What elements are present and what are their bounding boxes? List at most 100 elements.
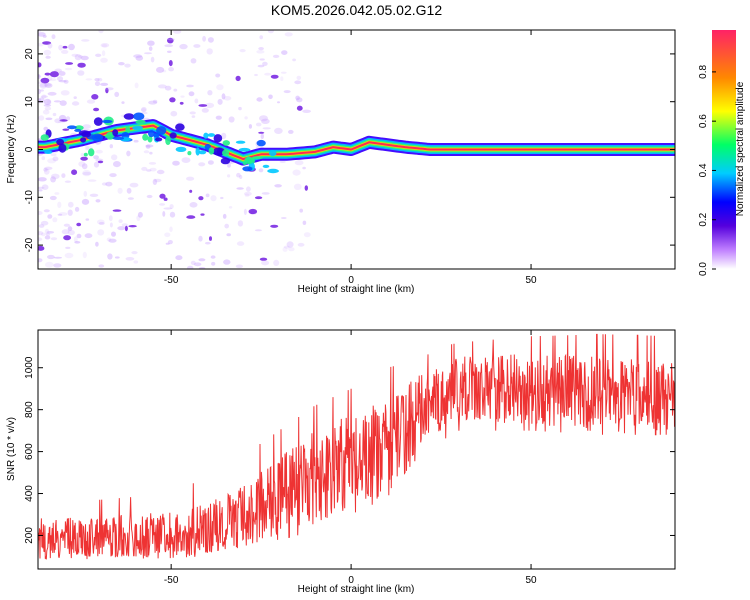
noise-blob [198,162,206,167]
noise-blob [268,94,273,100]
noise-blob [297,242,305,247]
ridge-blob [195,147,200,156]
noise-blob [43,104,52,107]
noise-blob [189,202,198,208]
x-tick-label: 50 [525,275,537,286]
noise-blob [112,209,122,212]
noise-blob [170,110,178,117]
noise-blob [42,35,47,38]
noise-blob [189,189,193,193]
y-tick-label: 0 [24,146,35,152]
noise-blob [280,217,287,219]
x-tick-label: 0 [348,575,354,586]
noise-blob [236,187,244,190]
noise-blob [141,166,148,171]
noise-blob [235,264,243,269]
noise-blob [98,264,105,268]
noise-blob [236,241,245,246]
noise-blob [198,258,206,262]
noise-blob [67,226,73,232]
noise-blob [175,255,183,261]
noise-blob [272,54,280,59]
ridge-blob [213,134,223,143]
noise-blob [52,156,59,162]
noise-blob [43,168,48,172]
ridge-blob [154,137,163,142]
y-tick-label: 20 [24,48,35,60]
noise-blob [256,97,263,102]
noise-blob [67,209,73,216]
noise-blob [42,41,52,45]
noise-blob [44,166,53,170]
noise-blob [59,119,68,122]
noise-blob [198,235,203,242]
noise-blob [42,109,50,115]
noise-blob [95,53,102,57]
x-tick-label: 50 [525,575,537,586]
noise-blob [94,78,100,82]
noise-blob [60,90,70,96]
ridge-blob [153,132,160,138]
noise-blob [58,71,66,76]
noise-blob [261,192,270,195]
ridge-blob [165,136,171,146]
noise-blob [284,32,293,37]
noise-blob [91,94,99,100]
spectrogram-xlabel: Height of straight line (km) [298,284,415,295]
noise-blob [261,260,270,266]
noise-blob [216,84,224,91]
noise-blob [270,74,279,79]
noise-blob [296,97,303,103]
noise-blob [191,115,196,118]
noise-blob [282,247,288,252]
noise-blob [254,196,263,200]
noise-blob [173,30,182,34]
noise-blob [58,120,66,124]
noise-blob [226,233,231,237]
noise-blob [165,242,170,245]
noise-blob [274,184,282,188]
noise-blob [124,225,128,232]
noise-blob [228,116,235,123]
noise-blob [205,193,210,198]
noise-blob [180,95,185,98]
noise-blob [38,258,43,263]
noise-blob [109,222,113,228]
noise-blob [156,169,165,175]
noise-blob [125,257,135,261]
noise-blob [210,195,217,202]
noise-blob [97,160,104,164]
noise-blob [149,151,153,155]
noise-blob [243,208,247,215]
noise-blob [157,84,167,89]
noise-blob [38,245,45,251]
noise-blob [93,155,99,160]
noise-blob [45,233,51,236]
noise-blob [78,55,83,58]
noise-blob [41,94,47,100]
noise-blob [277,101,280,104]
noise-blob [73,236,78,243]
noise-blob [186,84,194,88]
noise-blob [44,72,51,76]
noise-blob [38,231,44,236]
noise-blob [76,222,82,227]
noise-blob [258,131,265,134]
noise-blob [50,176,56,183]
noise-blob [97,77,103,82]
noise-blob [80,156,88,161]
noise-blob [45,55,51,59]
noise-blob [81,163,88,170]
ridge-blob [67,125,77,130]
noise-blob [85,218,90,221]
noise-blob [50,237,58,241]
spectrogram-ticks: -50 0 50 -20 -10 0 10 20 [24,30,675,286]
noise-blob [95,149,103,154]
ridge-blob [80,137,87,143]
noise-blob [198,104,208,107]
noise-blob [144,52,152,55]
noise-blob [57,201,62,208]
noise-blob [299,208,304,213]
y-tick-label: 600 [24,443,35,460]
